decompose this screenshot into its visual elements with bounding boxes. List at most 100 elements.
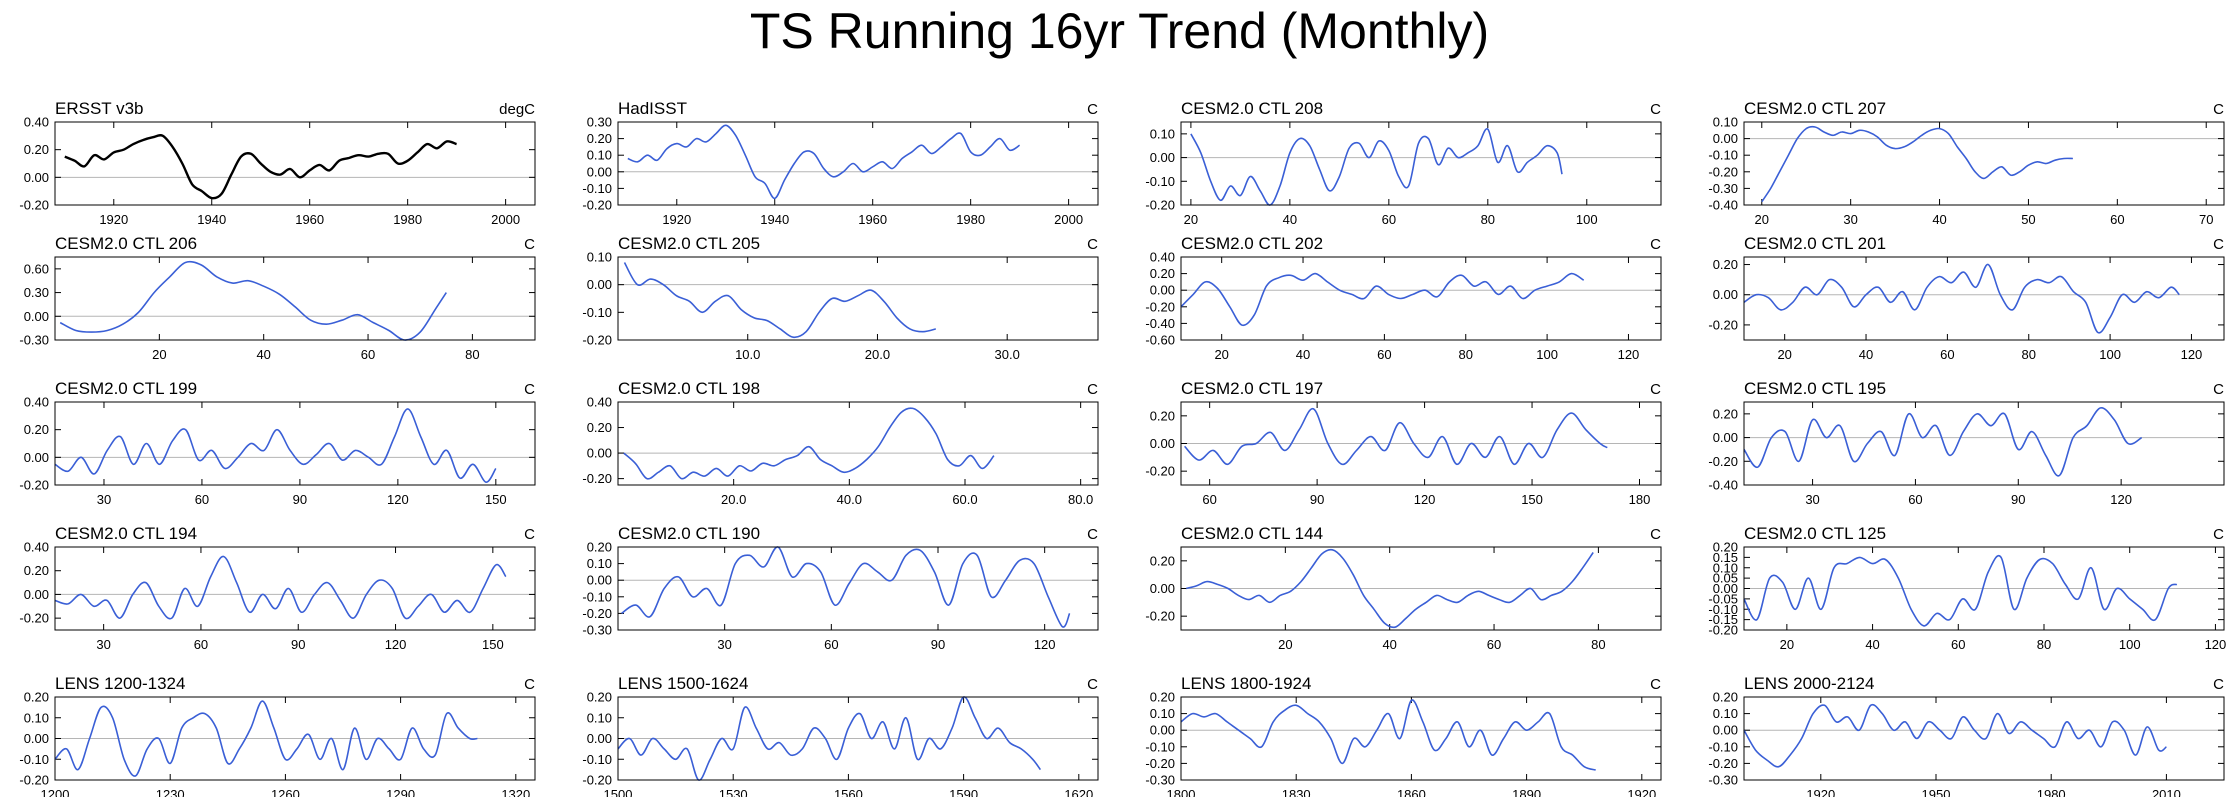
x-tick-label: 1290 (386, 787, 415, 797)
x-tick-label: 20 (1184, 212, 1198, 227)
y-tick-label: -0.20 (1145, 299, 1175, 314)
panel: LENS 1500-1624 C -0.20 -0.10 0.00 0.10 0.20 150… (582, 674, 1099, 797)
panel-units: C (1087, 236, 1098, 253)
series-line (1743, 554, 2178, 627)
panel-frame (1180, 121, 1662, 206)
y-tick-label: 0.20 (24, 142, 49, 157)
panel: CESM2.0 CTL 195 C -0.40 -0.20 0.00 0.20 30 60 90… (1708, 379, 2225, 507)
series-line (1743, 407, 2143, 477)
x-tick-label: 80 (2022, 347, 2036, 362)
y-tick-label: 0.20 (587, 131, 612, 146)
y-tick-label: -0.20 (1708, 623, 1738, 638)
y-tick-label: -0.60 (1145, 333, 1175, 348)
x-tick-label: 20 (152, 347, 166, 362)
panel-title: CESM2.0 CTL 208 (1181, 99, 1323, 118)
y-tick-label: 0.00 (1150, 581, 1175, 596)
panel-frame (617, 401, 1099, 486)
x-tick-label: 2000 (1054, 212, 1083, 227)
x-tick-label: 1920 (99, 212, 128, 227)
panel-title: CESM2.0 CTL 198 (618, 379, 760, 398)
x-tick-label: 60.0 (952, 492, 977, 507)
y-tick-label: 0.00 (24, 731, 49, 746)
x-tick-label: 1920 (1806, 787, 1835, 797)
series-line (64, 134, 457, 200)
y-tick-label: 0.00 (1713, 131, 1738, 146)
y-tick-label: 0.20 (24, 422, 49, 437)
y-tick-label: -0.20 (1145, 198, 1175, 213)
y-tick-label: 0.20 (1150, 690, 1175, 705)
x-tick-label: 80 (1459, 347, 1473, 362)
x-tick-label: 100 (2119, 637, 2141, 652)
panel-units: C (524, 526, 535, 543)
y-tick-label: 0.00 (24, 170, 49, 185)
y-tick-label: -0.40 (1145, 316, 1175, 331)
y-tick-label: 0.00 (24, 450, 49, 465)
panel-frame (1180, 546, 1662, 631)
x-tick-label: 120 (385, 637, 407, 652)
y-tick-label: 0.00 (587, 446, 612, 461)
y-tick-label: -0.30 (582, 623, 612, 638)
panel-frame (54, 401, 536, 486)
y-tick-label: 0.00 (1713, 287, 1738, 302)
y-tick-label: 0.00 (1150, 150, 1175, 165)
x-tick-label: 1200 (41, 787, 70, 797)
y-tick-label: -0.20 (19, 198, 49, 213)
panel-title: CESM2.0 CTL 206 (55, 234, 197, 253)
y-tick-label: -0.20 (19, 478, 49, 493)
panel: CESM2.0 CTL 208 C -0.20 -0.10 0.00 0.10 20 40 60… (1145, 99, 1662, 227)
panel-title: CESM2.0 CTL 202 (1181, 234, 1323, 253)
y-tick-label: 0.00 (24, 309, 49, 324)
y-tick-label: -0.20 (582, 606, 612, 621)
x-tick-label: 10.0 (735, 347, 760, 362)
series-line (617, 696, 1042, 781)
panel-units: C (1087, 526, 1098, 543)
x-tick-label: 80 (1591, 637, 1605, 652)
x-tick-label: 90 (931, 637, 945, 652)
figure-title: TS Running 16yr Trend (Monthly) (749, 3, 1490, 59)
x-tick-label: 20 (1780, 637, 1794, 652)
panel-units: degC (499, 101, 535, 118)
series-line (623, 407, 995, 480)
panel-title: CESM2.0 CTL 201 (1744, 234, 1886, 253)
panel-units: C (524, 381, 535, 398)
x-tick-label: 40.0 (837, 492, 862, 507)
x-tick-label: 150 (485, 492, 507, 507)
x-tick-label: 60 (1377, 347, 1391, 362)
x-tick-label: 60 (824, 637, 838, 652)
x-tick-label: 30 (717, 637, 731, 652)
x-tick-label: 70 (2199, 212, 2213, 227)
x-tick-label: 20.0 (865, 347, 890, 362)
y-tick-label: 0.00 (587, 164, 612, 179)
y-tick-label: 0.00 (587, 573, 612, 588)
panel-units: C (1650, 676, 1661, 693)
series-line (1743, 703, 2167, 768)
y-tick-label: -0.20 (582, 333, 612, 348)
x-tick-label: 60 (361, 347, 375, 362)
panel-title: CESM2.0 CTL 207 (1744, 99, 1886, 118)
panel: LENS 1200-1324 C -0.20 -0.10 0.00 0.10 0.20 120… (19, 674, 536, 797)
panel-frame (617, 256, 1099, 341)
x-tick-label: 1920 (1627, 787, 1656, 797)
y-tick-label: -0.20 (1145, 464, 1175, 479)
x-tick-label: 60 (2110, 212, 2124, 227)
panel: LENS 1800-1924 C -0.30 -0.20 -0.100.00 0.100.… (1145, 674, 1662, 797)
x-tick-label: 20 (1278, 637, 1292, 652)
panel-frame (1743, 401, 2225, 486)
x-tick-label: 1960 (295, 212, 324, 227)
panel-title: CESM2.0 CTL 194 (55, 524, 197, 543)
x-tick-label: 90 (2011, 492, 2025, 507)
panel-title: CESM2.0 CTL 195 (1744, 379, 1886, 398)
x-tick-label: 1940 (197, 212, 226, 227)
x-tick-label: 40 (1283, 212, 1297, 227)
x-tick-label: 60 (1908, 492, 1922, 507)
panel: CESM2.0 CTL 144 C -0.20 0.00 0.20 20 40 60 80 (1145, 524, 1662, 652)
y-tick-label: 0.15 (1713, 550, 1738, 565)
y-tick-label: -0.20 (19, 773, 49, 788)
panel-frame (1743, 256, 2225, 341)
x-tick-label: 80 (465, 347, 479, 362)
series-line (1180, 272, 1585, 327)
y-tick-label: 0.10 (1150, 706, 1175, 721)
y-tick-label: -0.20 (582, 471, 612, 486)
y-tick-label: -0.10 (582, 181, 612, 196)
y-tick-label: 0.10 (1150, 126, 1175, 141)
